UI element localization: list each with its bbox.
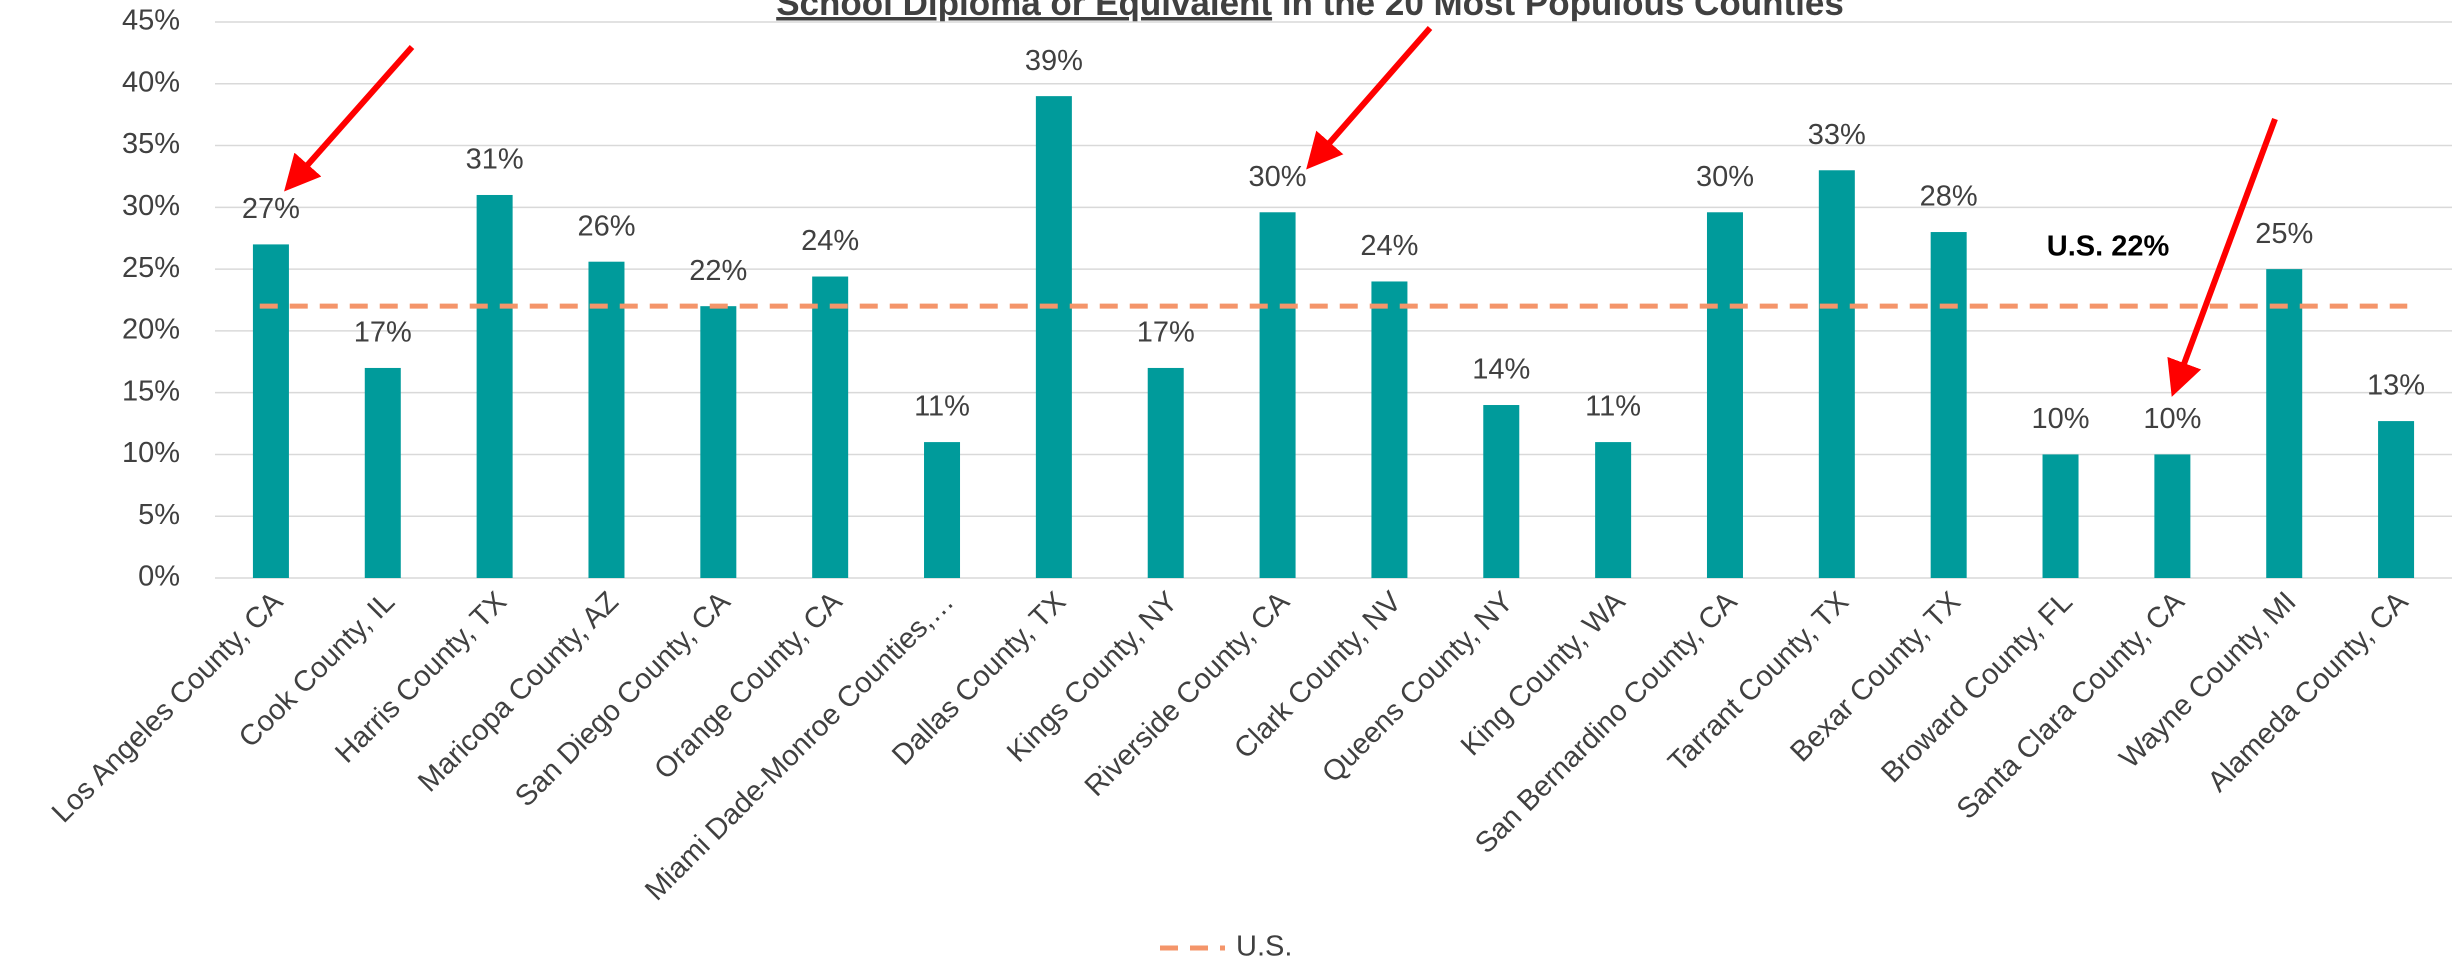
value-label: 24% (801, 225, 859, 257)
y-tick-label: 15% (122, 375, 180, 407)
x-tick-label: Los Angeles County, CA (46, 585, 290, 829)
bar (2154, 454, 2191, 578)
value-label: 14% (1472, 354, 1530, 386)
arrow (284, 45, 415, 192)
x-tick-label: Santa Clara County, CA (1951, 585, 2191, 825)
bar (1147, 367, 1184, 578)
y-tick-label: 0% (138, 561, 180, 593)
value-label: 22% (689, 255, 747, 287)
y-tick-label: 30% (122, 190, 180, 222)
value-label: 24% (1360, 230, 1418, 262)
title-part: in the 20 Most Populous Counties (1272, 0, 1844, 23)
value-label: 17% (1137, 317, 1195, 349)
x-tick-label: Riverside County, CA (1079, 585, 1297, 803)
bar (1595, 442, 1632, 578)
y-tick-label: 20% (122, 314, 180, 346)
x-tick-label: Maricopa County, AZ (412, 586, 625, 799)
value-label: 25% (2255, 218, 2313, 250)
bar (2266, 269, 2303, 578)
bar (476, 194, 513, 578)
value-label: 30% (1696, 161, 1754, 193)
y-tick-label: 5% (138, 499, 180, 531)
value-label: 26% (577, 210, 635, 242)
bar (364, 367, 401, 578)
value-label: 39% (1025, 45, 1083, 77)
value-label: 27% (242, 193, 300, 225)
x-tick-label: Broward County, FL (1875, 586, 2078, 789)
reference-annotation: U.S. 22% (2047, 231, 2170, 263)
title-part: School Diploma or Equivalent (776, 0, 1272, 23)
bar (1706, 212, 1743, 578)
y-tick-label: 40% (122, 66, 180, 98)
value-label: 10% (2143, 403, 2201, 435)
bar (924, 442, 961, 578)
bar (588, 261, 625, 578)
x-tick-label: San Diego County, CA (509, 585, 737, 813)
legend-label: U.S. (1236, 931, 1292, 963)
arrow (2167, 117, 2278, 397)
value-label: 28% (1920, 181, 1978, 213)
value-label: 17% (354, 317, 412, 349)
x-tick-label: Queens County, NY (1316, 586, 1519, 789)
chart-title: School Diploma or Equivalent in the 20 M… (776, 0, 1844, 23)
y-tick-label: 45% (122, 5, 180, 37)
y-tick-label: 10% (122, 437, 180, 469)
value-label: 31% (466, 144, 524, 176)
bar (2378, 421, 2415, 578)
bar (700, 306, 737, 578)
bar (252, 244, 289, 578)
value-label: 11% (914, 391, 970, 423)
value-label: 33% (1808, 119, 1866, 151)
bar (1818, 170, 1855, 578)
y-tick-label: 25% (122, 252, 180, 284)
bar (2042, 454, 2079, 578)
bar (1483, 405, 1520, 578)
value-label: 30% (1249, 161, 1307, 193)
plot: 0% 5% 10% 15% 20% 25% 30% 35% 40% 45% Los Angeles … (46, 5, 2452, 963)
x-tick-label: Orange County, CA (648, 585, 849, 786)
y-tick-label: 35% (122, 128, 180, 160)
bar (1371, 281, 1408, 578)
bar (812, 276, 849, 578)
value-label: 10% (2032, 403, 2090, 435)
bar (1930, 232, 1967, 579)
bar (1035, 96, 1072, 578)
arrow (1306, 26, 1433, 170)
value-label: 11% (1585, 391, 1641, 423)
bar (1259, 212, 1296, 578)
value-label: 13% (2367, 370, 2425, 402)
x-tick-label: Alameda County, CA (2202, 585, 2415, 798)
